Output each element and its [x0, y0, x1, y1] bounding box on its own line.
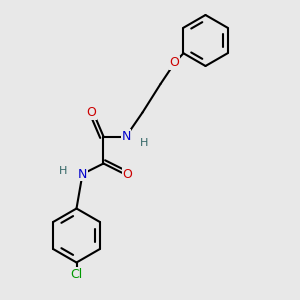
Text: O: O: [170, 56, 179, 70]
Text: N: N: [121, 130, 131, 143]
Text: H: H: [59, 166, 67, 176]
Text: O: O: [87, 106, 96, 119]
Text: N: N: [78, 167, 87, 181]
Text: O: O: [123, 167, 132, 181]
Text: Cl: Cl: [70, 268, 83, 281]
Text: H: H: [140, 137, 148, 148]
